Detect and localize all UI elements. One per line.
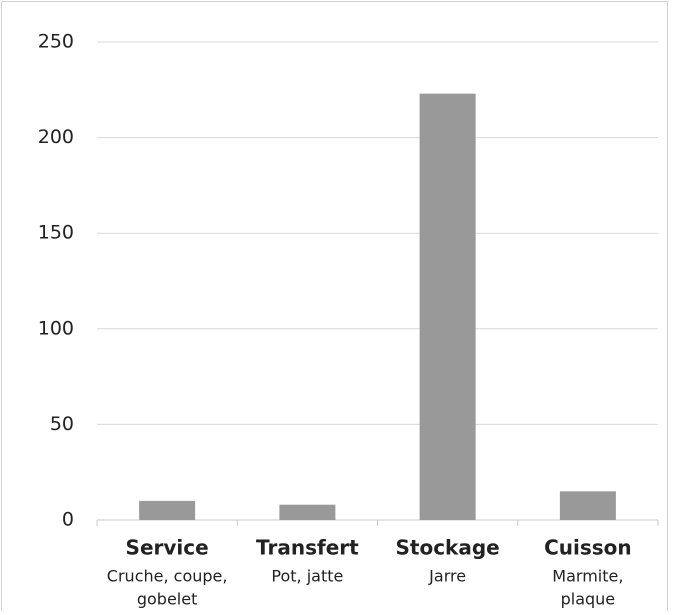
bar [559,491,616,520]
category-description: Jarre [428,567,466,586]
category-description: plaque [561,590,616,609]
x-tick-label: Cuisson [544,536,632,560]
y-tick-label: 250 [38,31,74,53]
bar [139,500,196,520]
category-description: Pot, jatte [271,567,343,586]
y-tick-label: 200 [38,126,74,148]
x-tick-label: Transfert [256,536,359,560]
x-tick-label: Service [126,536,209,560]
bar [419,93,476,521]
y-tick-label: 50 [50,413,74,435]
bar [279,504,336,520]
x-tick-label: Stockage [396,536,500,560]
category-description: Cruche, coupe, [107,567,228,586]
y-tick-label: 150 [38,222,74,244]
y-tick-label: 100 [38,317,74,339]
category-description: gobelet [137,590,198,609]
category-description: Marmite, [552,567,623,586]
y-tick-label: 0 [62,509,74,531]
